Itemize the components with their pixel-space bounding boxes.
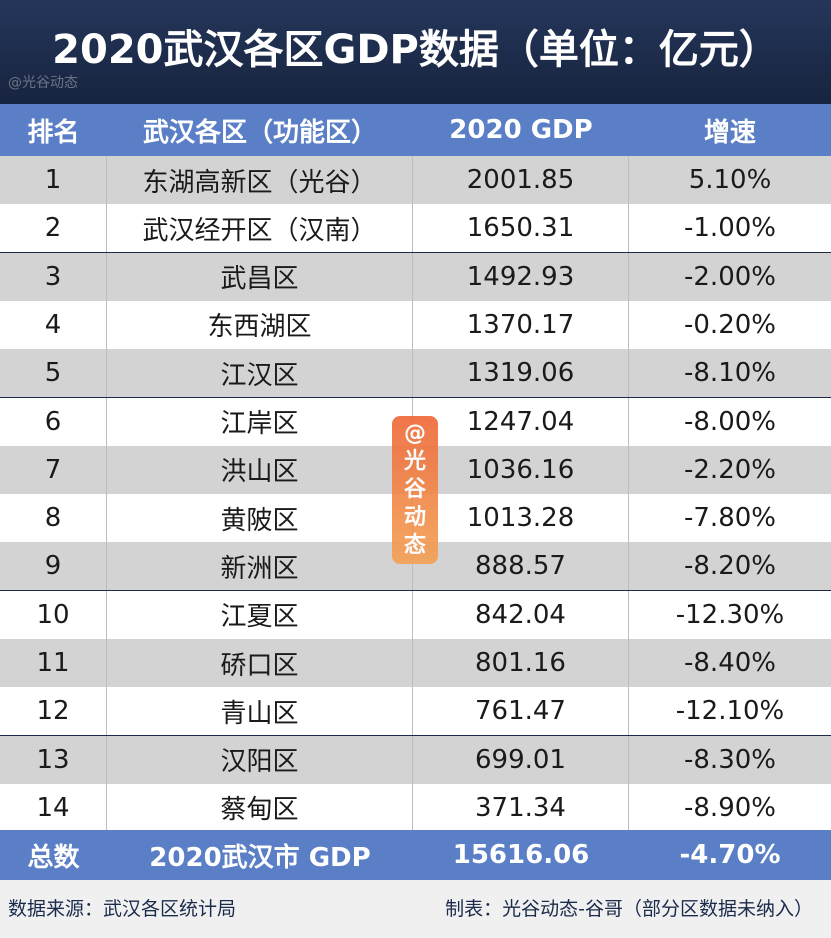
footer: 数据来源：武汉各区统计局 制表：光谷动态-谷哥（部分区数据未纳入） bbox=[0, 880, 831, 938]
row-district: 武昌区 bbox=[107, 252, 413, 301]
row-gdp: 1492.93 bbox=[413, 252, 629, 301]
row-growth: -1.00% bbox=[684, 213, 776, 244]
header-gdp: 2020 GDP bbox=[449, 115, 593, 145]
row-rank: 12 bbox=[0, 687, 107, 736]
row-rank: 10 bbox=[0, 590, 107, 639]
row-district: 洪山区 bbox=[107, 445, 413, 494]
table-row: 14 蔡甸区 371.34 -8.90% bbox=[0, 783, 831, 832]
row-district: 江夏区 bbox=[107, 590, 413, 639]
row-district: 硚口区 bbox=[107, 639, 413, 687]
table-row: 10 江夏区 842.04 -12.30% bbox=[0, 590, 831, 639]
row-rank: 2 bbox=[0, 204, 107, 253]
title-bar: 2020武汉各区GDP数据（单位：亿元） @光谷动态 bbox=[0, 0, 831, 104]
row-rank: 9 bbox=[0, 542, 107, 591]
row-growth: -0.20% bbox=[684, 309, 776, 340]
row-growth: 5.10% bbox=[688, 165, 772, 195]
row-gdp: 1036.16 bbox=[413, 445, 629, 494]
row-growth: -8.40% bbox=[684, 648, 776, 678]
row-district: 武汉经开区（汉南） bbox=[107, 204, 413, 253]
row-district: 黄陂区 bbox=[107, 494, 413, 543]
row-gdp: 888.57 bbox=[413, 542, 629, 591]
row-district: 青山区 bbox=[107, 687, 413, 736]
total-gdp: 15616.06 bbox=[452, 840, 590, 870]
row-gdp: 1319.06 bbox=[413, 349, 629, 398]
row-district: 东西湖区 bbox=[107, 300, 413, 349]
row-rank: 11 bbox=[0, 639, 107, 687]
stamp-char: 光 bbox=[403, 449, 426, 474]
row-gdp: 1247.04 bbox=[413, 397, 629, 446]
row-rank: 4 bbox=[0, 300, 107, 349]
page-title: 2020武汉各区GDP数据（单位：亿元） bbox=[52, 27, 779, 73]
row-gdp: 371.34 bbox=[413, 783, 629, 832]
row-growth: -12.10% bbox=[675, 696, 785, 727]
row-rank: 3 bbox=[0, 252, 107, 301]
row-gdp: 699.01 bbox=[413, 735, 629, 784]
table-row: 3 武昌区 1492.93 -2.00% bbox=[0, 252, 831, 301]
row-district: 江岸区 bbox=[107, 397, 413, 446]
row-gdp: 761.47 bbox=[413, 687, 629, 736]
row-growth: -12.30% bbox=[675, 599, 785, 630]
total-growth: -4.70% bbox=[679, 840, 781, 870]
footer-credit: 制表：光谷动态-谷哥（部分区数据未纳入） bbox=[445, 898, 813, 920]
row-district: 东湖高新区（光谷） bbox=[107, 156, 413, 204]
stamp-char: 态 bbox=[403, 533, 426, 558]
row-growth: -8.00% bbox=[684, 406, 776, 437]
stamp-char: 谷 bbox=[403, 477, 426, 502]
total-row: 总数 2020武汉市 GDP 15616.06 -4.70% bbox=[0, 830, 831, 880]
row-gdp: 1370.17 bbox=[413, 300, 629, 349]
table-row: 12 青山区 761.47 -12.10% bbox=[0, 687, 831, 736]
table-header: 排名 武汉各区（功能区） 2020 GDP 增速 bbox=[0, 104, 831, 156]
row-rank: 8 bbox=[0, 494, 107, 543]
total-label: 总数 bbox=[27, 842, 80, 873]
row-growth: -7.80% bbox=[684, 503, 776, 534]
row-district: 蔡甸区 bbox=[107, 783, 413, 832]
watermark-stamp: @ 光谷动态 bbox=[392, 416, 438, 564]
row-growth: -2.20% bbox=[684, 454, 776, 485]
table-row: 11 硚口区 801.16 -8.40% bbox=[0, 639, 831, 687]
table-row: 9 新洲区 888.57 -8.20% bbox=[0, 542, 831, 591]
row-growth: -2.00% bbox=[684, 261, 776, 292]
row-gdp: 2001.85 bbox=[413, 156, 629, 204]
row-growth: -8.90% bbox=[684, 792, 776, 823]
header-rank: 排名 bbox=[27, 117, 80, 148]
row-district: 汉阳区 bbox=[107, 735, 413, 784]
row-rank: 1 bbox=[0, 156, 107, 204]
row-gdp: 1013.28 bbox=[413, 494, 629, 543]
row-rank: 7 bbox=[0, 445, 107, 494]
footer-source: 数据来源：武汉各区统计局 bbox=[8, 898, 237, 920]
row-gdp: 842.04 bbox=[413, 590, 629, 639]
row-rank: 13 bbox=[0, 735, 107, 784]
stamp-char: @ bbox=[404, 421, 426, 446]
row-growth: -8.10% bbox=[684, 358, 776, 389]
header-district: 武汉各区（功能区） bbox=[142, 117, 377, 148]
row-district: 江汉区 bbox=[107, 349, 413, 398]
watermark-text: @光谷动态 bbox=[8, 75, 78, 91]
table-row: 4 东西湖区 1370.17 -0.20% bbox=[0, 300, 831, 349]
row-growth: -8.20% bbox=[684, 551, 776, 582]
table-row: 5 江汉区 1319.06 -8.10% bbox=[0, 349, 831, 398]
header-growth: 增速 bbox=[703, 117, 756, 148]
row-rank: 6 bbox=[0, 397, 107, 446]
row-growth: -8.30% bbox=[684, 744, 776, 775]
table-row: 2 武汉经开区（汉南） 1650.31 -1.00% bbox=[0, 204, 831, 253]
row-gdp: 801.16 bbox=[413, 639, 629, 687]
row-gdp: 1650.31 bbox=[413, 204, 629, 253]
row-rank: 5 bbox=[0, 349, 107, 398]
table-row: 13 汉阳区 699.01 -8.30% bbox=[0, 735, 831, 784]
stamp-char: 动 bbox=[403, 505, 426, 530]
table-row: 1 东湖高新区（光谷） 2001.85 5.10% bbox=[0, 156, 831, 204]
total-district: 2020武汉市 GDP bbox=[149, 842, 371, 873]
row-rank: 14 bbox=[0, 783, 107, 832]
row-district: 新洲区 bbox=[107, 542, 413, 591]
